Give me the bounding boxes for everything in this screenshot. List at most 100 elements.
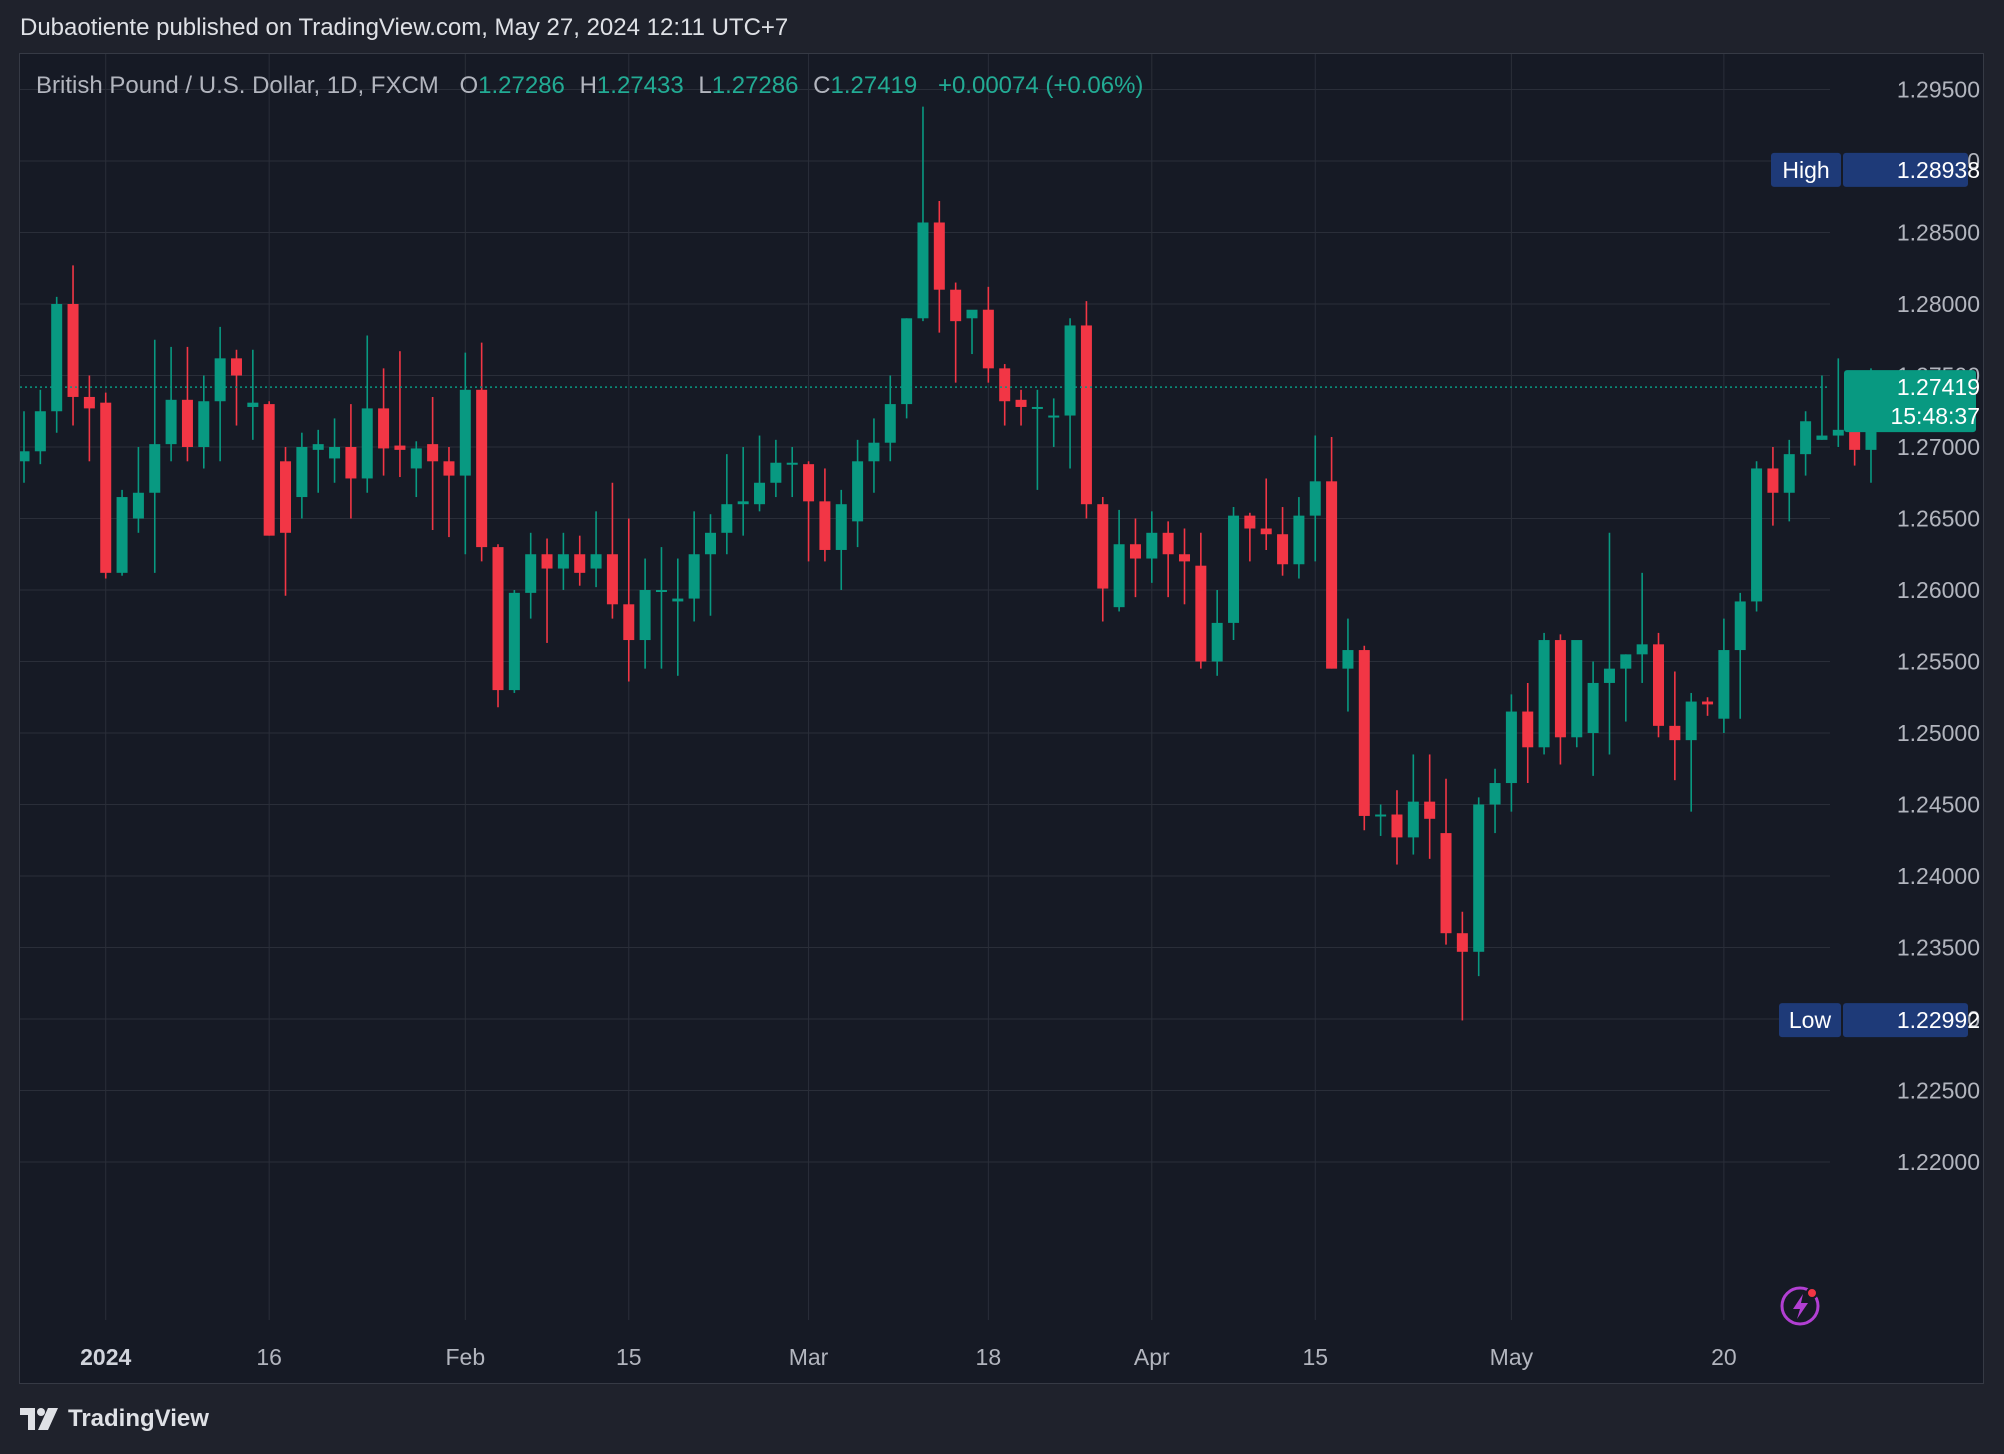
candle-body	[1391, 814, 1403, 838]
candle	[1718, 618, 1730, 733]
low-marker-label-bg	[1779, 1003, 1841, 1038]
candle	[868, 418, 880, 493]
time-axis[interactable]: 2024 16 Feb 15 Mar 18 Apr 15 May 20	[80, 1344, 1737, 1370]
price-axis[interactable]: 1.220001.225001.230001.235001.240001.245…	[1897, 54, 1980, 1176]
candle	[378, 368, 390, 476]
candle	[1440, 778, 1452, 945]
candle	[83, 375, 95, 462]
candle-body	[868, 442, 880, 462]
low-marker-value: 1.22992	[1897, 1007, 1980, 1033]
candle-body	[574, 554, 586, 573]
candle-body	[263, 404, 275, 536]
low-value: 1.27286	[711, 72, 799, 99]
change-value: +0.00074 (+0.06%)	[937, 72, 1144, 99]
candle	[590, 511, 602, 588]
candle	[1702, 697, 1714, 716]
candle	[410, 441, 422, 498]
candle-body	[1048, 415, 1060, 418]
candle-body	[688, 554, 700, 599]
candle-body	[1456, 933, 1468, 952]
candle-body	[541, 554, 553, 569]
candle	[427, 396, 439, 530]
candle	[655, 547, 667, 669]
candle	[345, 404, 357, 519]
candle	[688, 511, 700, 622]
candle	[737, 447, 749, 536]
candle-body	[803, 464, 815, 502]
candle-body	[1800, 421, 1812, 455]
candle	[950, 282, 962, 383]
candle	[100, 392, 112, 579]
candle-body	[1309, 481, 1321, 516]
candle	[1767, 447, 1779, 526]
candle-body	[1195, 565, 1207, 662]
candle-body	[132, 492, 144, 519]
candle	[198, 375, 210, 469]
candle	[34, 389, 46, 465]
candle	[1277, 507, 1289, 576]
low-marker-label: Low	[1789, 1007, 1832, 1033]
lightning-alert-icon[interactable]	[1778, 1282, 1826, 1330]
candle-body	[1505, 711, 1517, 784]
candle-body	[999, 368, 1011, 402]
candle-body	[1473, 804, 1485, 952]
candle	[1424, 754, 1436, 859]
candle	[508, 590, 520, 693]
price-tick-label: 1.29500	[1897, 77, 1980, 103]
candle-body	[754, 482, 766, 505]
candle-body	[1424, 801, 1436, 819]
candle	[754, 435, 766, 512]
candle-body	[639, 590, 651, 641]
candle	[1587, 661, 1599, 776]
time-tick-label: 15	[616, 1344, 642, 1370]
candle-body	[590, 554, 602, 569]
candle	[1309, 435, 1321, 562]
candle-body	[786, 462, 798, 465]
time-tick-label: May	[1490, 1344, 1534, 1370]
candle	[1653, 632, 1664, 738]
candle	[1129, 518, 1141, 598]
candle	[492, 544, 504, 708]
candle-body	[623, 604, 635, 641]
brand-footer[interactable]: TradingView	[20, 1405, 209, 1433]
candle	[51, 296, 63, 433]
candle-body	[83, 396, 95, 409]
candle	[1113, 509, 1125, 612]
candle-body	[1097, 504, 1109, 589]
candle-body	[1080, 325, 1092, 505]
candle-body	[1702, 701, 1714, 705]
candle	[1097, 497, 1109, 622]
candle-body	[1816, 435, 1828, 440]
candle-body	[214, 358, 226, 402]
candle-body	[672, 598, 684, 602]
candle-body	[770, 462, 782, 483]
candle-body	[1718, 650, 1730, 719]
candle-body	[721, 504, 733, 533]
candle-body	[1260, 528, 1272, 535]
candle	[917, 106, 929, 322]
candle-body	[1849, 425, 1861, 450]
candle	[1064, 318, 1076, 469]
candle	[1734, 592, 1746, 719]
candle	[476, 342, 488, 562]
candle	[557, 532, 569, 590]
candlestick-chart[interactable]: 1.220001.225001.230001.235001.240001.245…	[20, 54, 1984, 1384]
candle-body	[835, 504, 847, 550]
candles	[20, 106, 1893, 1021]
candle	[721, 454, 733, 555]
candle	[1473, 797, 1485, 977]
candle	[1816, 375, 1828, 440]
candle	[982, 286, 994, 383]
last-price-tag-bg	[1844, 370, 1976, 433]
time-tick-label: 18	[976, 1344, 1002, 1370]
candle-body	[852, 461, 864, 522]
candle	[132, 447, 144, 533]
candle-body	[557, 554, 569, 569]
candle-body	[230, 358, 242, 376]
candle	[704, 514, 716, 616]
candle-body	[1244, 515, 1256, 529]
price-tick-label: 1.23500	[1897, 935, 1980, 961]
symbol-legend[interactable]: British Pound / U.S. Dollar, 1D, FXCM O1…	[36, 72, 1143, 100]
candle	[214, 326, 226, 462]
candle	[1162, 521, 1174, 598]
